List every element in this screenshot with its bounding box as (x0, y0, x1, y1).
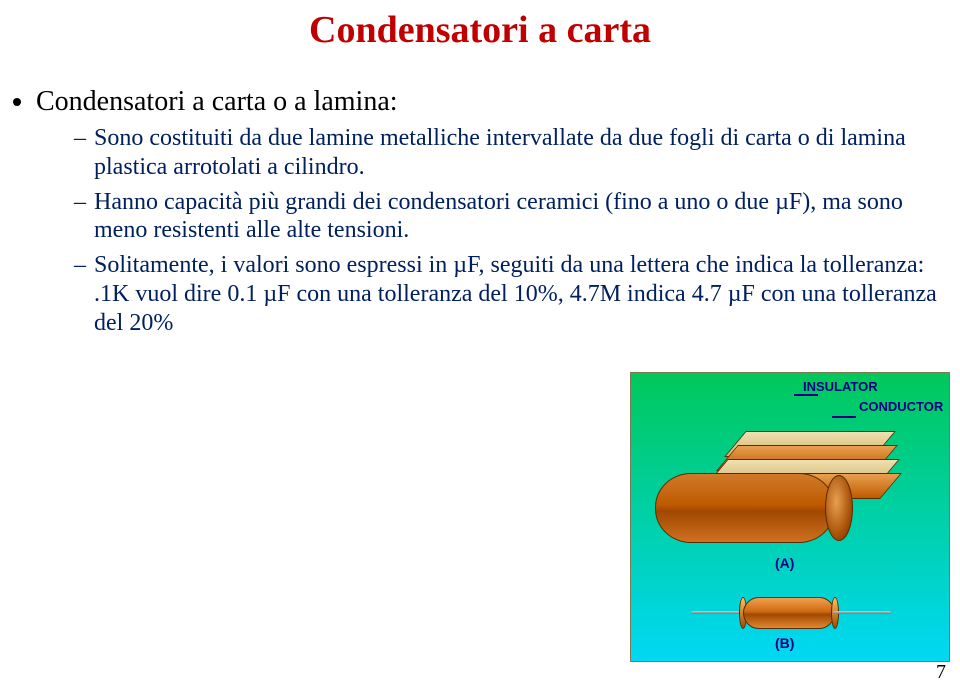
bullet-list: Condensatori a carta o a lamina: Sono co… (36, 86, 960, 338)
figure-frame: INSULATOR CONDUCTOR (A) (B) (630, 372, 950, 662)
label-conductor: CONDUCTOR (859, 399, 943, 414)
page-number: 7 (936, 661, 946, 684)
lead-wire-left (691, 611, 745, 614)
roll-body (655, 473, 835, 543)
bullet-item-3: Solitamente, i valori sono espressi in µ… (74, 251, 960, 337)
bullet-item-2: Hanno capacità più grandi dei condensato… (74, 188, 960, 246)
figure: INSULATOR CONDUCTOR (A) (B) (630, 372, 950, 662)
lead-wire-right (833, 611, 891, 614)
label-a: (A) (775, 555, 794, 571)
label-b: (B) (775, 635, 794, 651)
label-insulator: INSULATOR (803, 379, 878, 394)
capacitor-component-diagram (691, 593, 891, 633)
capacitor-roll-diagram (655, 439, 885, 549)
bullet-item-1: Sono costituiti da due lamine metalliche… (74, 124, 960, 182)
leader-line-insulator (794, 394, 818, 396)
page-title: Condensatori a carta (0, 0, 960, 52)
bullet-main-text: Condensatori a carta o a lamina: (36, 86, 398, 117)
bullet-sublist: Sono costituiti da due lamine metalliche… (74, 124, 960, 338)
cap-body (743, 597, 835, 629)
leader-line-conductor (832, 416, 856, 418)
roll-cap (825, 475, 853, 541)
bullet-main: Condensatori a carta o a lamina: Sono co… (36, 86, 960, 338)
